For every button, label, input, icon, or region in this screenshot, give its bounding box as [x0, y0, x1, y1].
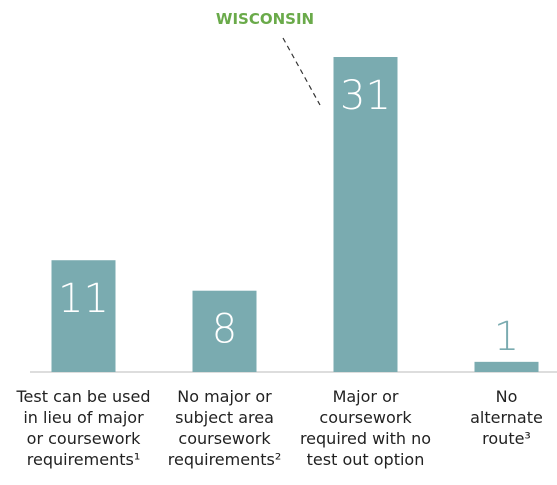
x-tick-label: Major or coursework required with no test o… [300, 387, 431, 469]
x-tick-label: No major or subject area coursework require… [168, 387, 281, 469]
x-tick-label: No alternate route³ [470, 387, 543, 448]
annotation: WISCONSIN [216, 10, 314, 28]
annotation-line [282, 37, 321, 106]
bar [51, 260, 116, 372]
bar [474, 361, 539, 372]
value-label: 11 [58, 276, 109, 322]
value-label: 8 [212, 307, 237, 353]
bar [333, 57, 398, 372]
value-label: 1 [494, 314, 519, 360]
bar [192, 290, 257, 372]
x-tick-label: Test can be used in lieu of major or cours… [16, 387, 151, 469]
value-label: 31 [340, 73, 391, 119]
